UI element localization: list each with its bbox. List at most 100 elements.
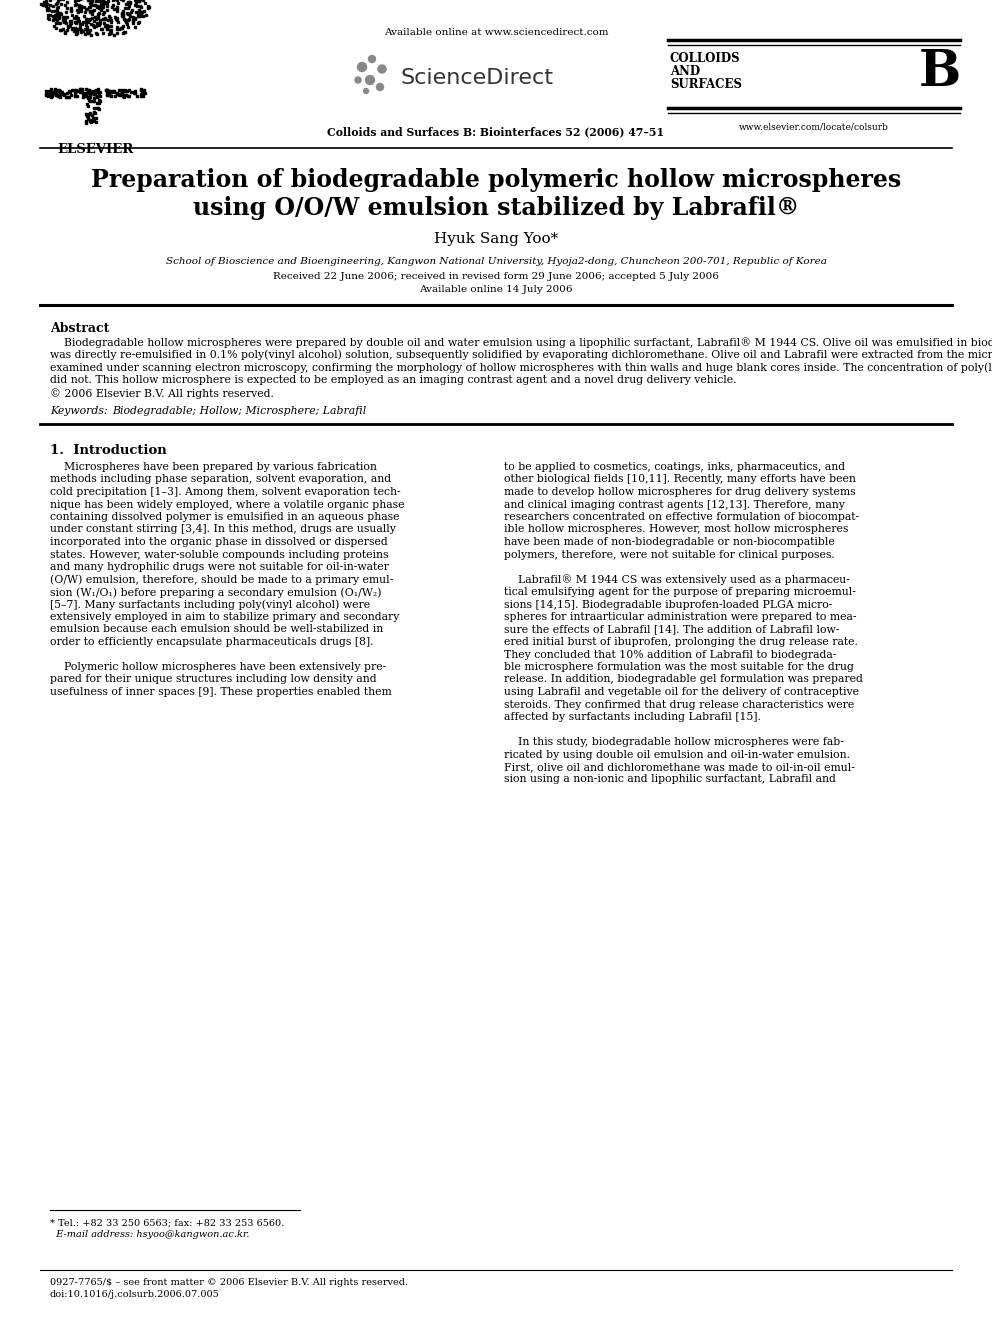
Point <box>52 82 67 103</box>
Point <box>103 81 119 102</box>
Point <box>56 83 71 105</box>
Text: Biodegradable; Hollow; Microsphere; Labrafil: Biodegradable; Hollow; Microsphere; Labr… <box>112 406 366 415</box>
Text: have been made of non-biodegradable or non-biocompatible: have been made of non-biodegradable or n… <box>504 537 834 546</box>
Point <box>81 8 97 29</box>
Point <box>120 0 136 13</box>
Point <box>80 12 96 33</box>
Text: doi:10.1016/j.colsurb.2006.07.005: doi:10.1016/j.colsurb.2006.07.005 <box>50 1290 220 1299</box>
Point <box>84 105 100 126</box>
Point <box>133 3 149 24</box>
Point <box>127 8 143 29</box>
Point <box>117 0 133 19</box>
Point <box>64 19 80 40</box>
Point <box>84 3 100 24</box>
Point <box>99 0 115 17</box>
Point <box>71 0 87 17</box>
Text: extensively employed in aim to stabilize primary and secondary: extensively employed in aim to stabilize… <box>50 613 400 622</box>
Circle shape <box>355 77 361 83</box>
Point <box>130 5 146 26</box>
Point <box>91 91 107 112</box>
Point <box>130 3 146 24</box>
Point <box>99 0 115 13</box>
Point <box>85 83 101 105</box>
Point <box>46 82 62 103</box>
Text: did not. This hollow microsphere is expected to be employed as an imaging contra: did not. This hollow microsphere is expe… <box>50 376 736 385</box>
Point <box>126 82 142 103</box>
Point <box>122 0 138 15</box>
Point <box>133 86 149 107</box>
Point <box>97 0 113 12</box>
Point <box>132 0 148 4</box>
Point <box>84 82 100 103</box>
Point <box>103 22 119 44</box>
Point <box>86 110 102 131</box>
Point <box>66 79 82 101</box>
Text: pared for their unique structures including low density and: pared for their unique structures includ… <box>50 675 377 684</box>
Point <box>136 0 152 8</box>
Point <box>82 13 98 34</box>
Point <box>41 0 57 19</box>
Point <box>136 0 152 1</box>
Point <box>69 0 85 20</box>
Point <box>96 13 112 34</box>
Text: using O/O/W emulsion stabilized by Labrafil®: using O/O/W emulsion stabilized by Labra… <box>192 196 800 220</box>
Point <box>51 85 66 106</box>
Point <box>118 12 134 33</box>
Point <box>58 0 73 16</box>
Point <box>56 9 71 30</box>
Text: Microspheres have been prepared by various fabrication: Microspheres have been prepared by vario… <box>50 462 377 472</box>
Text: 1.  Introduction: 1. Introduction <box>50 445 167 456</box>
Point <box>102 0 118 4</box>
Point <box>119 9 135 30</box>
Point <box>45 85 61 106</box>
Point <box>114 0 130 5</box>
Point <box>59 13 74 34</box>
Point <box>117 79 133 101</box>
Point <box>39 83 55 105</box>
Point <box>134 0 150 9</box>
Point <box>106 85 122 106</box>
Point <box>91 93 107 114</box>
Point <box>67 0 83 12</box>
Point <box>47 81 62 102</box>
Point <box>98 82 114 103</box>
Point <box>115 0 131 11</box>
Point <box>51 13 66 34</box>
Point <box>72 19 88 40</box>
Point <box>83 82 99 103</box>
Text: methods including phase separation, solvent evaporation, and: methods including phase separation, solv… <box>50 475 391 484</box>
Text: ricated by using double oil emulsion and oil-in-water emulsion.: ricated by using double oil emulsion and… <box>504 750 850 759</box>
Point <box>90 79 106 101</box>
Point <box>45 0 61 4</box>
Point <box>71 0 87 16</box>
Point <box>45 0 61 5</box>
Text: emulsion because each emulsion should be well-stabilized in: emulsion because each emulsion should be… <box>50 624 383 635</box>
Point <box>48 4 63 25</box>
Text: and many hydrophilic drugs were not suitable for oil-in-water: and many hydrophilic drugs were not suit… <box>50 562 389 572</box>
Point <box>115 5 131 26</box>
Point <box>105 0 121 11</box>
Point <box>103 16 119 37</box>
Point <box>103 20 119 41</box>
Point <box>52 83 67 105</box>
Point <box>113 83 129 105</box>
Point <box>100 0 116 4</box>
Point <box>58 7 73 28</box>
Point <box>63 79 79 101</box>
Point <box>79 22 95 44</box>
Point <box>62 0 78 21</box>
Point <box>71 0 87 9</box>
Point <box>128 0 144 5</box>
Point <box>88 0 104 12</box>
Point <box>73 20 89 41</box>
Point <box>73 0 89 16</box>
Text: sion using a non-ionic and lipophilic surfactant, Labrafil and: sion using a non-ionic and lipophilic su… <box>504 774 836 785</box>
Point <box>102 7 118 28</box>
Point <box>138 0 154 1</box>
Point <box>109 83 125 105</box>
Point <box>95 8 111 29</box>
Point <box>71 78 87 99</box>
Point <box>40 0 56 21</box>
Point <box>120 86 136 107</box>
Text: ered initial burst of ibuprofen, prolonging the drug release rate.: ered initial burst of ibuprofen, prolong… <box>504 636 858 647</box>
